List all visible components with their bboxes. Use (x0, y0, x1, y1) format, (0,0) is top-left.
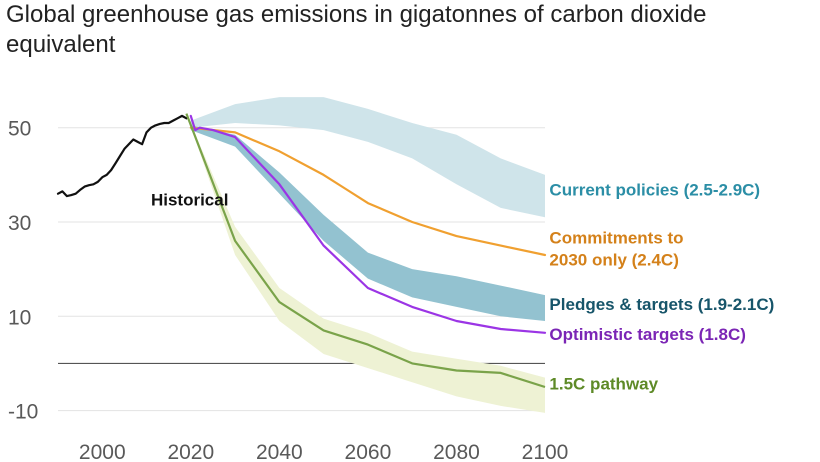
series-label-line: Historical (151, 191, 228, 210)
1-5c-pathway-band (186, 113, 545, 413)
series-label-historical: Historical (151, 191, 228, 210)
commitments-to-2030-only-2-4c-line (189, 126, 547, 257)
series-label-line: Optimistic targets (1.8C) (549, 325, 746, 344)
series-label-line: Commitments to (549, 229, 683, 248)
optimistic-targets-1-8c-line (189, 114, 547, 334)
series-label-line: 1.5C pathway (549, 374, 658, 393)
y-tick-label: 10 (8, 306, 31, 329)
chart-title: Global greenhouse gas emissions in gigat… (6, 1, 707, 58)
series-label-optimistic-targets-1-8c: Optimistic targets (1.8C) (549, 325, 746, 344)
x-tick-label: 2040 (256, 441, 303, 462)
x-tick-label: 2100 (522, 441, 569, 462)
series-label-1-5c-pathway: 1.5C pathway (549, 374, 658, 393)
series-label-line: 2030 only (2.4C) (549, 251, 678, 270)
series-labels: Historical Current policies (2.5-2.9C) Com… (151, 181, 774, 394)
x-tick-label: 2000 (79, 441, 126, 462)
series-label-line: Pledges & targets (1.9-2.1C) (549, 295, 774, 314)
line-layer (56, 113, 547, 389)
historical-line (56, 114, 188, 198)
x-tick-label: 2060 (345, 441, 392, 462)
x-tick-label: 2020 (167, 441, 214, 462)
1-5c-pathway-line (185, 113, 546, 389)
series-label-current-policies-2-5-2-9c: Current policies (2.5-2.9C) (549, 181, 760, 200)
y-tick-label: -10 (8, 401, 38, 424)
current-policies-2-5-2-9c-band (190, 97, 546, 218)
x-axis-ticks: 2000 2020 2040 2060 2080 2100 (79, 441, 568, 462)
series-label-pledges-targets-1-9-2-1c: Pledges & targets (1.9-2.1C) (549, 295, 774, 314)
pledges-targets-1-9-2-1c-band (190, 125, 546, 322)
band-layer (186, 97, 546, 413)
y-axis-ticks: 50 30 10 -10 (8, 118, 38, 424)
series-label-line: Current policies (2.5-2.9C) (549, 181, 760, 200)
y-tick-label: 50 (8, 118, 31, 141)
x-tick-label: 2080 (433, 441, 480, 462)
series-label-commitments-to-2030-only-2-4c: Commitments to 2030 only (2.4C) (549, 229, 683, 270)
y-tick-label: 30 (8, 212, 31, 235)
